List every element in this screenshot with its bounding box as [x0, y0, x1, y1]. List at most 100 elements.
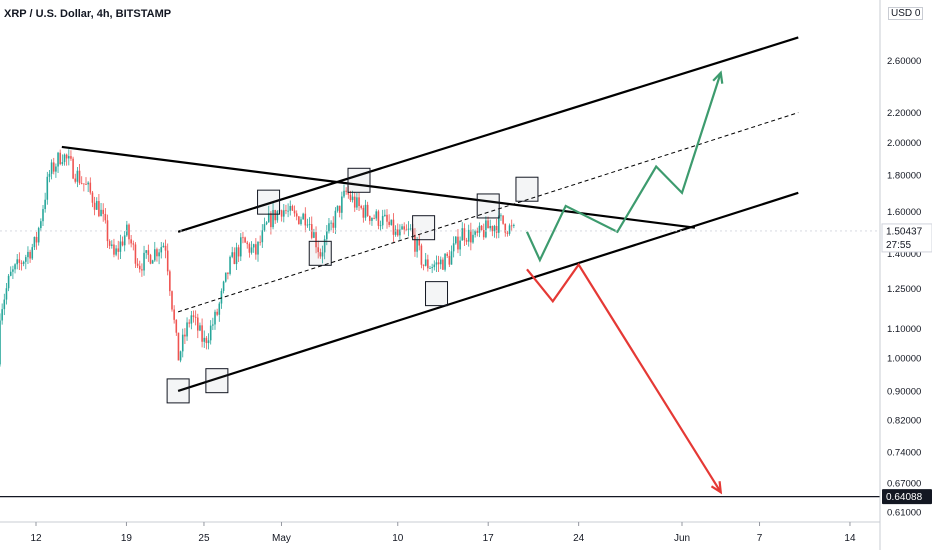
- highlight-boxes: [166, 167, 539, 404]
- candle-body: [435, 262, 438, 265]
- candle-body: [386, 214, 388, 222]
- candle-body: [265, 222, 268, 225]
- candle-body: [188, 322, 190, 324]
- candle-body: [235, 247, 238, 265]
- highlight-box: [308, 240, 332, 266]
- candle-body: [91, 192, 94, 203]
- candle-body: [388, 221, 390, 225]
- candle-body: [407, 228, 410, 230]
- candle-body: [345, 190, 347, 192]
- candle-body: [136, 263, 139, 266]
- candle-body: [257, 241, 259, 255]
- candle-body: [420, 245, 423, 265]
- price-tick-label: 1.80000: [887, 171, 921, 182]
- candle-body: [508, 225, 511, 234]
- currency-selector[interactable]: USD 0: [888, 7, 924, 20]
- candle-body: [293, 210, 296, 214]
- candle-body: [362, 207, 365, 218]
- candle-body: [190, 315, 193, 324]
- candle-body: [390, 219, 393, 225]
- candle-body: [33, 236, 36, 248]
- time-tick-label: 12: [30, 533, 42, 544]
- candle-body: [280, 210, 283, 217]
- candle-body: [323, 239, 326, 253]
- candle-body: [396, 229, 399, 236]
- candle-body: [510, 225, 513, 227]
- candle-body: [181, 334, 184, 352]
- candle-body: [513, 224, 515, 226]
- candle-body: [306, 224, 309, 226]
- candle-body: [283, 210, 285, 217]
- candle-body: [263, 224, 266, 231]
- candle-body: [169, 271, 171, 292]
- highlight-box: [425, 281, 449, 307]
- candle-body: [61, 162, 64, 165]
- channel-upper-line: [177, 36, 799, 233]
- candle-body: [431, 267, 433, 269]
- support-level-value: 0.64088: [886, 492, 923, 503]
- candle-body: [356, 197, 358, 208]
- candle-body: [209, 325, 212, 341]
- time-tick-label: 10: [392, 533, 404, 544]
- candle-body: [160, 247, 163, 253]
- candle-body: [186, 322, 188, 337]
- candle-body: [506, 232, 509, 234]
- candle-body: [95, 201, 98, 210]
- trendlines: [61, 36, 799, 392]
- candle-body: [216, 311, 218, 315]
- candle-body: [25, 257, 27, 262]
- candle-body: [31, 247, 34, 259]
- highlight-box: [166, 378, 190, 404]
- candle-body: [27, 251, 29, 258]
- candle-body: [444, 253, 446, 270]
- candle-body: [437, 262, 440, 265]
- candle-body: [74, 178, 77, 182]
- candle-body: [291, 205, 294, 211]
- candle-body: [205, 337, 208, 344]
- candle-body: [212, 324, 214, 326]
- candle-body: [48, 173, 51, 177]
- candle-body: [175, 319, 178, 333]
- candle-body: [128, 224, 130, 240]
- candle-body: [317, 247, 319, 253]
- candle-body: [242, 237, 244, 239]
- time-tick-label: 25: [198, 533, 210, 544]
- candle-body: [470, 229, 472, 243]
- candle-body: [467, 229, 470, 242]
- last-price-tag: [881, 223, 932, 253]
- candle-body: [457, 236, 459, 250]
- candle-body: [147, 250, 150, 255]
- candle-body: [482, 230, 485, 238]
- candle-body: [222, 281, 225, 291]
- candle-body: [218, 303, 221, 315]
- candle-body: [424, 259, 427, 266]
- highlight-box: [205, 368, 229, 394]
- candle-body: [416, 239, 418, 252]
- candle-body: [177, 332, 180, 361]
- candle-body: [439, 259, 442, 265]
- candle-body: [461, 228, 464, 241]
- candle-body: [203, 337, 206, 342]
- candle-body: [85, 184, 87, 186]
- candle-body: [207, 340, 210, 344]
- candle-body: [371, 217, 373, 221]
- candle-body: [104, 213, 107, 221]
- time-tick-label: 17: [483, 533, 495, 544]
- time-tick-label: 7: [757, 533, 763, 544]
- candle-body: [50, 162, 53, 174]
- candle-body: [489, 225, 491, 229]
- candle-body: [485, 220, 487, 238]
- candle-body: [304, 213, 307, 226]
- candle-body: [500, 215, 502, 217]
- candle-body: [132, 243, 135, 245]
- candle-body: [1, 309, 3, 321]
- candle-body: [491, 225, 494, 232]
- candle-body: [360, 206, 362, 208]
- candle-body: [145, 250, 147, 253]
- highlight-box: [515, 176, 539, 202]
- candle-body: [35, 236, 38, 243]
- candle-body: [0, 320, 1, 365]
- candle-body: [442, 259, 444, 270]
- candle-body: [321, 252, 324, 257]
